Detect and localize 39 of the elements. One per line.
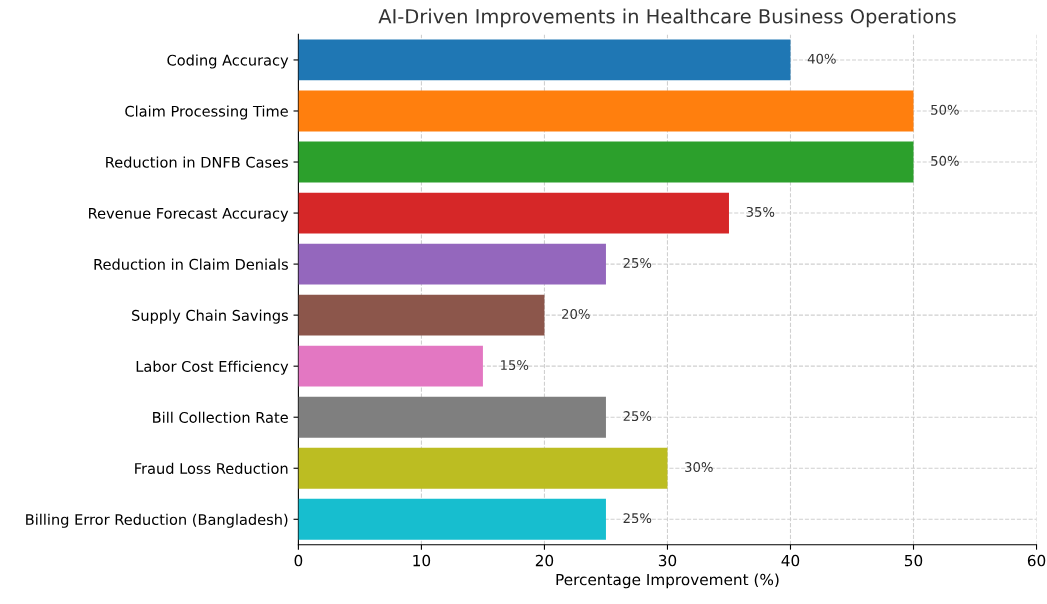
data-label: 20% [562,308,590,319]
y-tick-label: Labor Cost Efficiency [136,360,289,375]
bar [298,90,914,132]
data-label: 25% [623,513,652,524]
data-label: 25% [623,257,652,268]
data-label: 50% [931,155,959,166]
bar [298,447,668,489]
y-tick-label: Reduction in Claim Denials [94,258,288,270]
data-label: 50% [931,104,959,115]
data-label: 30% [685,462,713,473]
y-tick-label: Supply Chain Savings [132,309,288,324]
y-tick-label: Reduction in DNFB Cases [106,156,288,168]
data-label: 35% [746,206,775,217]
y-tick-label: Billing Error Reduction (Bangladesh) [26,513,288,528]
x-tick-label: 40 [781,554,800,567]
data-label: 25% [623,411,652,422]
bar [298,39,791,81]
data-label: 15% [501,360,529,370]
bar [298,141,914,183]
x-tick-label: 0 [294,554,303,567]
bar [298,192,729,234]
x-axis-title: Percentage Improvement (%) [556,573,779,589]
y-tick-label: Coding Accuracy [167,54,289,69]
x-tick-label: 60 [1027,554,1046,567]
bar [298,498,606,540]
x-tick-label: 30 [658,554,677,567]
x-tick-label: 50 [904,554,923,567]
y-tick-label: Fraud Loss Reduction [135,462,288,474]
x-tick-label: 20 [535,554,554,567]
bar [298,243,606,285]
chart-title: AI-Driven Improvements in Healthcare Business Operations [378,8,956,28]
bar [298,294,545,336]
bar [298,345,483,387]
y-tick-label: Bill Collection Rate [153,411,288,423]
x-tick-label: 10 [413,554,431,567]
y-tick-label: Revenue Forecast Accuracy [89,207,289,222]
data-label: 40% [807,53,836,64]
y-tick-label: Claim Processing Time [125,105,288,120]
bar [298,396,606,438]
